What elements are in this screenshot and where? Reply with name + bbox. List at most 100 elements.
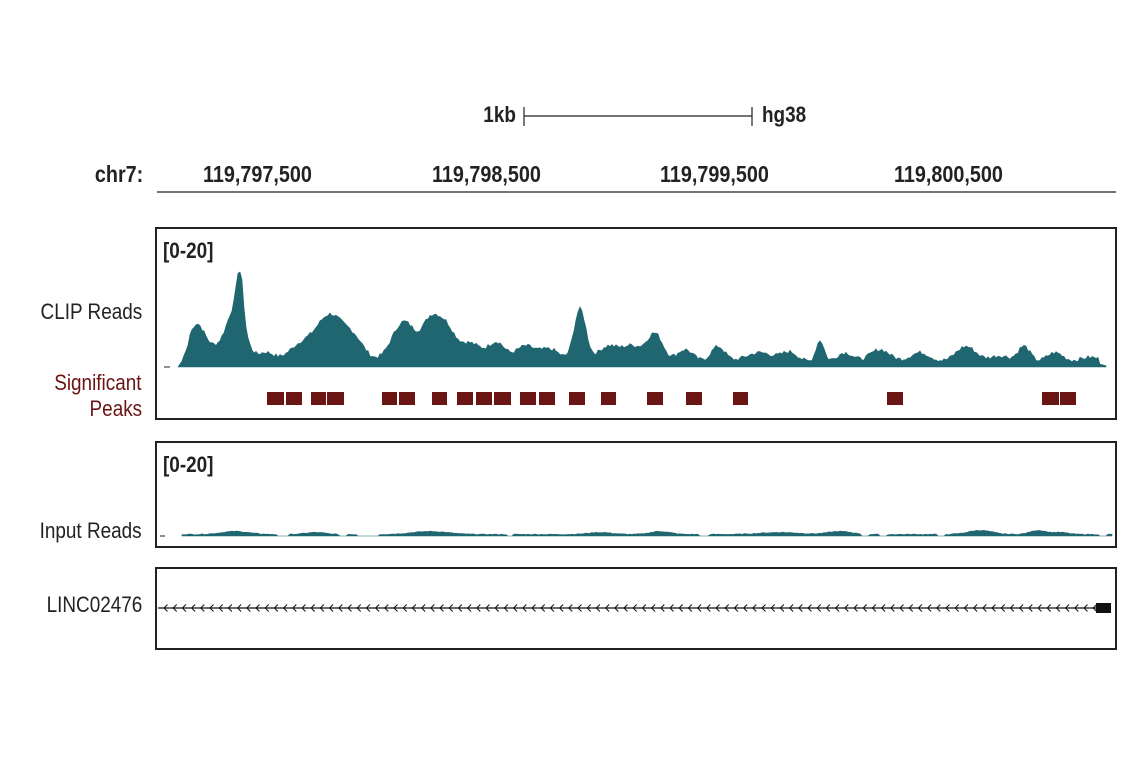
- strand-arrow: [476, 604, 481, 612]
- clip-coverage: [164, 271, 1107, 368]
- strand-arrow: [282, 604, 288, 612]
- strand-arrow: [660, 604, 665, 612]
- strand-arrow: [1028, 604, 1033, 612]
- peak-block: [1060, 392, 1076, 405]
- strand-arrow: [190, 604, 196, 612]
- strand-arrow: [798, 604, 803, 612]
- strand-arrow: [227, 604, 233, 612]
- peak-block: [494, 392, 511, 405]
- peak-block: [399, 392, 415, 405]
- peak-block: [686, 392, 702, 405]
- strand-arrow: [558, 604, 564, 612]
- strand-arrow: [1009, 604, 1015, 612]
- peak-block: [382, 392, 397, 405]
- strand-arrow: [742, 604, 748, 612]
- strand-arrow: [236, 604, 242, 612]
- strand-arrow: [1092, 604, 1098, 612]
- strand-arrow: [531, 604, 536, 612]
- strand-arrow: [890, 604, 895, 612]
- strand-arrow: [926, 604, 932, 612]
- clip-range-label: [0-20]: [163, 238, 214, 263]
- peak-block: [601, 392, 616, 405]
- strand-arrow: [908, 604, 914, 612]
- strand-arrow: [246, 604, 251, 612]
- strand-arrow: [834, 604, 840, 612]
- strand-arrow: [540, 604, 546, 612]
- peak-block: [267, 392, 284, 405]
- strand-arrow: [853, 604, 858, 612]
- strand-arrow: [411, 604, 417, 612]
- strand-arrow: [430, 604, 435, 612]
- strand-arrow: [522, 604, 527, 612]
- strand-arrow: [292, 604, 297, 612]
- peak-block: [476, 392, 492, 405]
- gene-track-label: LINC02476: [46, 592, 142, 617]
- strand-arrow: [485, 604, 490, 612]
- strand-arrow: [788, 604, 794, 612]
- strand-arrow: [899, 604, 904, 612]
- strand-arrow: [807, 604, 812, 612]
- strand-arrow: [844, 604, 849, 612]
- strand-arrow: [209, 604, 214, 612]
- strand-arrow: [696, 604, 702, 612]
- strand-arrow: [301, 604, 306, 612]
- strand-arrow: [328, 604, 334, 612]
- strand-arrow: [218, 604, 224, 612]
- strand-arrow: [181, 604, 187, 612]
- strand-arrow: [752, 604, 757, 612]
- strand-arrow: [384, 604, 389, 612]
- input-range-label: [0-20]: [163, 452, 214, 477]
- input-coverage: [160, 529, 1113, 537]
- strand-arrow: [420, 604, 426, 612]
- peak-block: [520, 392, 536, 405]
- strand-arrow: [200, 604, 205, 612]
- peak-block: [457, 392, 473, 405]
- strand-arrow: [871, 604, 877, 612]
- strand-arrow: [172, 604, 178, 612]
- strand-arrow: [669, 604, 674, 612]
- strand-arrow: [614, 604, 619, 612]
- chromosome-label: chr7:: [94, 161, 143, 187]
- peak-block: [1042, 392, 1059, 405]
- gene-model: [158, 603, 1111, 613]
- clip-track-label: CLIP Reads: [40, 299, 142, 324]
- strand-arrow: [687, 604, 693, 612]
- strand-arrow: [761, 604, 766, 612]
- strand-arrow: [641, 604, 647, 612]
- strand-arrow: [503, 604, 509, 612]
- strand-arrow: [972, 604, 978, 612]
- strand-arrow: [1055, 604, 1061, 612]
- strand-arrow: [577, 604, 582, 612]
- strand-arrow: [632, 604, 638, 612]
- significant-peaks: [267, 392, 1076, 405]
- scale-bar-length-label: 1kb: [483, 102, 516, 127]
- input-track-label: Input Reads: [39, 518, 142, 543]
- peak-block: [286, 392, 302, 405]
- strand-arrow: [365, 604, 371, 612]
- strand-arrow: [779, 604, 785, 612]
- strand-arrow: [1037, 604, 1042, 612]
- strand-arrow: [715, 604, 720, 612]
- strand-arrow: [347, 604, 352, 612]
- strand-arrow: [457, 604, 463, 612]
- strand-arrow: [568, 604, 573, 612]
- strand-arrow: [595, 604, 601, 612]
- strand-arrow: [650, 604, 656, 612]
- ruler-tick-label: 119,798,500: [432, 161, 541, 187]
- strand-arrow: [1046, 604, 1052, 612]
- strand-arrow: [356, 604, 362, 612]
- strand-arrow: [264, 604, 270, 612]
- strand-arrow: [954, 604, 960, 612]
- scale-bar: [523, 107, 753, 126]
- strand-arrow: [466, 604, 472, 612]
- strand-arrow: [402, 604, 408, 612]
- strand-arrow: [1083, 604, 1088, 612]
- strand-arrow: [448, 604, 454, 612]
- peak-block: [327, 392, 344, 405]
- strand-arrow: [733, 604, 739, 612]
- strand-arrow: [706, 604, 711, 612]
- strand-arrow: [586, 604, 592, 612]
- clip-track-panel: [155, 227, 1117, 420]
- strand-arrow: [255, 604, 260, 612]
